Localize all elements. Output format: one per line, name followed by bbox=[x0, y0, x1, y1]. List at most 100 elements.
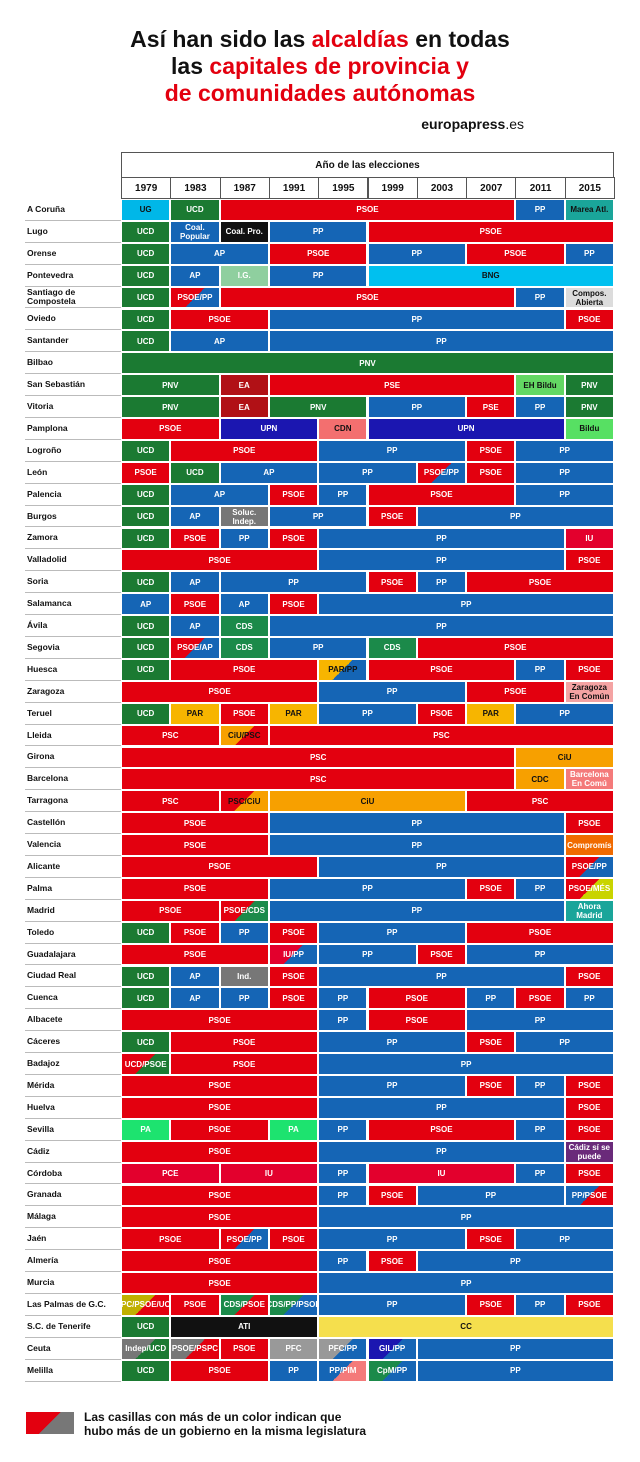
party-label: UG bbox=[139, 205, 152, 215]
party-cell: Coal. Pro. bbox=[219, 220, 269, 243]
city-name: Cáceres bbox=[25, 1031, 121, 1054]
party-cell: UCD bbox=[121, 921, 171, 944]
party-label: PP bbox=[534, 402, 546, 412]
party-cell: PP bbox=[219, 987, 269, 1010]
party-label: PP bbox=[436, 862, 447, 872]
party-label: PP bbox=[312, 643, 324, 653]
party-cell: PP bbox=[268, 899, 565, 922]
header-year: 2011 bbox=[515, 177, 566, 199]
party-cell: UPN bbox=[367, 418, 565, 440]
party-label: PSOE/AP bbox=[177, 643, 213, 653]
party-label: PSOE bbox=[159, 1234, 182, 1244]
city-name: Salamanca bbox=[25, 593, 121, 616]
city-name: Ceuta bbox=[25, 1337, 121, 1360]
party-label: CiU bbox=[360, 796, 375, 806]
party-cell: PSOE bbox=[121, 1272, 319, 1294]
party-label: AP bbox=[189, 271, 201, 281]
party-cell: PSOE bbox=[564, 549, 614, 572]
party-cell: PP bbox=[318, 1140, 565, 1163]
party-label: PP bbox=[362, 468, 373, 478]
party-cell: PSOE bbox=[367, 483, 516, 506]
party-label: PP bbox=[584, 249, 595, 259]
party-label: EA bbox=[238, 380, 250, 390]
party-cell: PP bbox=[318, 439, 467, 462]
party-cell: UCD bbox=[121, 1359, 171, 1382]
party-label: PP bbox=[584, 993, 595, 1003]
party-cell: PP bbox=[318, 1009, 368, 1032]
header-year: 1979 bbox=[121, 177, 172, 199]
party-cell: Soluc. Indep. bbox=[219, 505, 269, 528]
city-name: Santander bbox=[25, 330, 121, 353]
party-cell: UCD bbox=[121, 242, 171, 265]
party-label: PP bbox=[534, 950, 546, 960]
party-cell: PSOE bbox=[564, 1118, 614, 1141]
party-label: PP bbox=[436, 555, 447, 565]
party-cell: PSOE bbox=[564, 1075, 614, 1097]
party-cell: PSC bbox=[121, 790, 220, 813]
city-name: Cádiz bbox=[25, 1140, 121, 1163]
party-cell: PP bbox=[318, 702, 417, 725]
party-label: PSOE bbox=[208, 1081, 231, 1091]
party-cell: PSOE bbox=[367, 505, 417, 528]
party-label: UCD bbox=[136, 490, 155, 500]
party-label: UCD bbox=[186, 205, 204, 215]
city-name: Madrid bbox=[25, 899, 121, 922]
party-cell: UCD bbox=[121, 286, 171, 309]
party-label: PP bbox=[312, 512, 324, 522]
party-cell: PP bbox=[268, 330, 614, 353]
party-cell: UCD bbox=[121, 505, 171, 528]
party-label: PSOE bbox=[578, 1300, 601, 1310]
party-label: PSOE bbox=[479, 1081, 502, 1091]
party-cell: PP bbox=[515, 1031, 614, 1054]
city-name: Sevilla bbox=[25, 1118, 121, 1141]
party-label: PSOE bbox=[282, 993, 305, 1003]
party-label: PP bbox=[436, 577, 447, 587]
party-label: PP bbox=[337, 993, 349, 1003]
party-label: Compos. Abierta bbox=[572, 288, 607, 307]
header-year: 2015 bbox=[564, 177, 615, 199]
party-label: PSOE bbox=[282, 599, 305, 609]
party-cell: PP bbox=[318, 1206, 614, 1229]
party-label: PSOE bbox=[578, 1169, 601, 1179]
party-cell: PNV bbox=[268, 396, 368, 418]
party-cell: IU bbox=[367, 1162, 516, 1185]
party-cell: PSOE bbox=[170, 1031, 319, 1054]
party-cell: PP bbox=[515, 1228, 614, 1251]
party-label: PP bbox=[559, 709, 571, 719]
party-cell: AP bbox=[170, 965, 220, 988]
party-label: CDS/PSOE bbox=[223, 1300, 265, 1310]
party-cell: PSOE bbox=[121, 943, 269, 966]
party-label: UCD bbox=[136, 314, 155, 324]
city-name: Badajoz bbox=[25, 1053, 121, 1075]
party-cell: PSOE bbox=[466, 680, 565, 703]
party-cell: PSOE bbox=[466, 877, 516, 900]
party-label: PP bbox=[312, 271, 324, 281]
party-cell: PNV bbox=[121, 396, 220, 418]
party-label: PSOE/CDS bbox=[223, 906, 265, 916]
party-label: UCD bbox=[136, 293, 155, 303]
party-label: PSOE bbox=[208, 687, 231, 697]
party-cell: PP bbox=[515, 877, 565, 900]
party-label: UCD bbox=[136, 227, 155, 237]
party-label: PSOE bbox=[282, 1234, 305, 1244]
city-name: Bilbao bbox=[25, 352, 121, 375]
party-label: PP bbox=[386, 1081, 398, 1091]
party-label: PP bbox=[485, 993, 497, 1003]
party-label: PP bbox=[534, 665, 546, 675]
party-cell: UCD bbox=[121, 527, 171, 550]
city-name: León bbox=[25, 461, 121, 484]
party-label: PAR bbox=[186, 709, 204, 719]
party-label: PSC/CiU bbox=[228, 796, 261, 806]
party-label: PSOE bbox=[183, 818, 207, 828]
city-name: Vitoria bbox=[25, 396, 121, 418]
party-cell: Indep/UCD bbox=[121, 1337, 171, 1360]
party-cell: PSOE bbox=[170, 658, 319, 681]
party-cell: UCD bbox=[121, 615, 171, 637]
party-label: PSOE bbox=[208, 1103, 231, 1113]
party-label: PSOE bbox=[381, 577, 404, 587]
party-label: UCD bbox=[136, 249, 155, 259]
city-name: Palencia bbox=[25, 483, 121, 506]
party-cell: PP bbox=[268, 812, 565, 835]
party-cell: PP bbox=[219, 527, 269, 550]
